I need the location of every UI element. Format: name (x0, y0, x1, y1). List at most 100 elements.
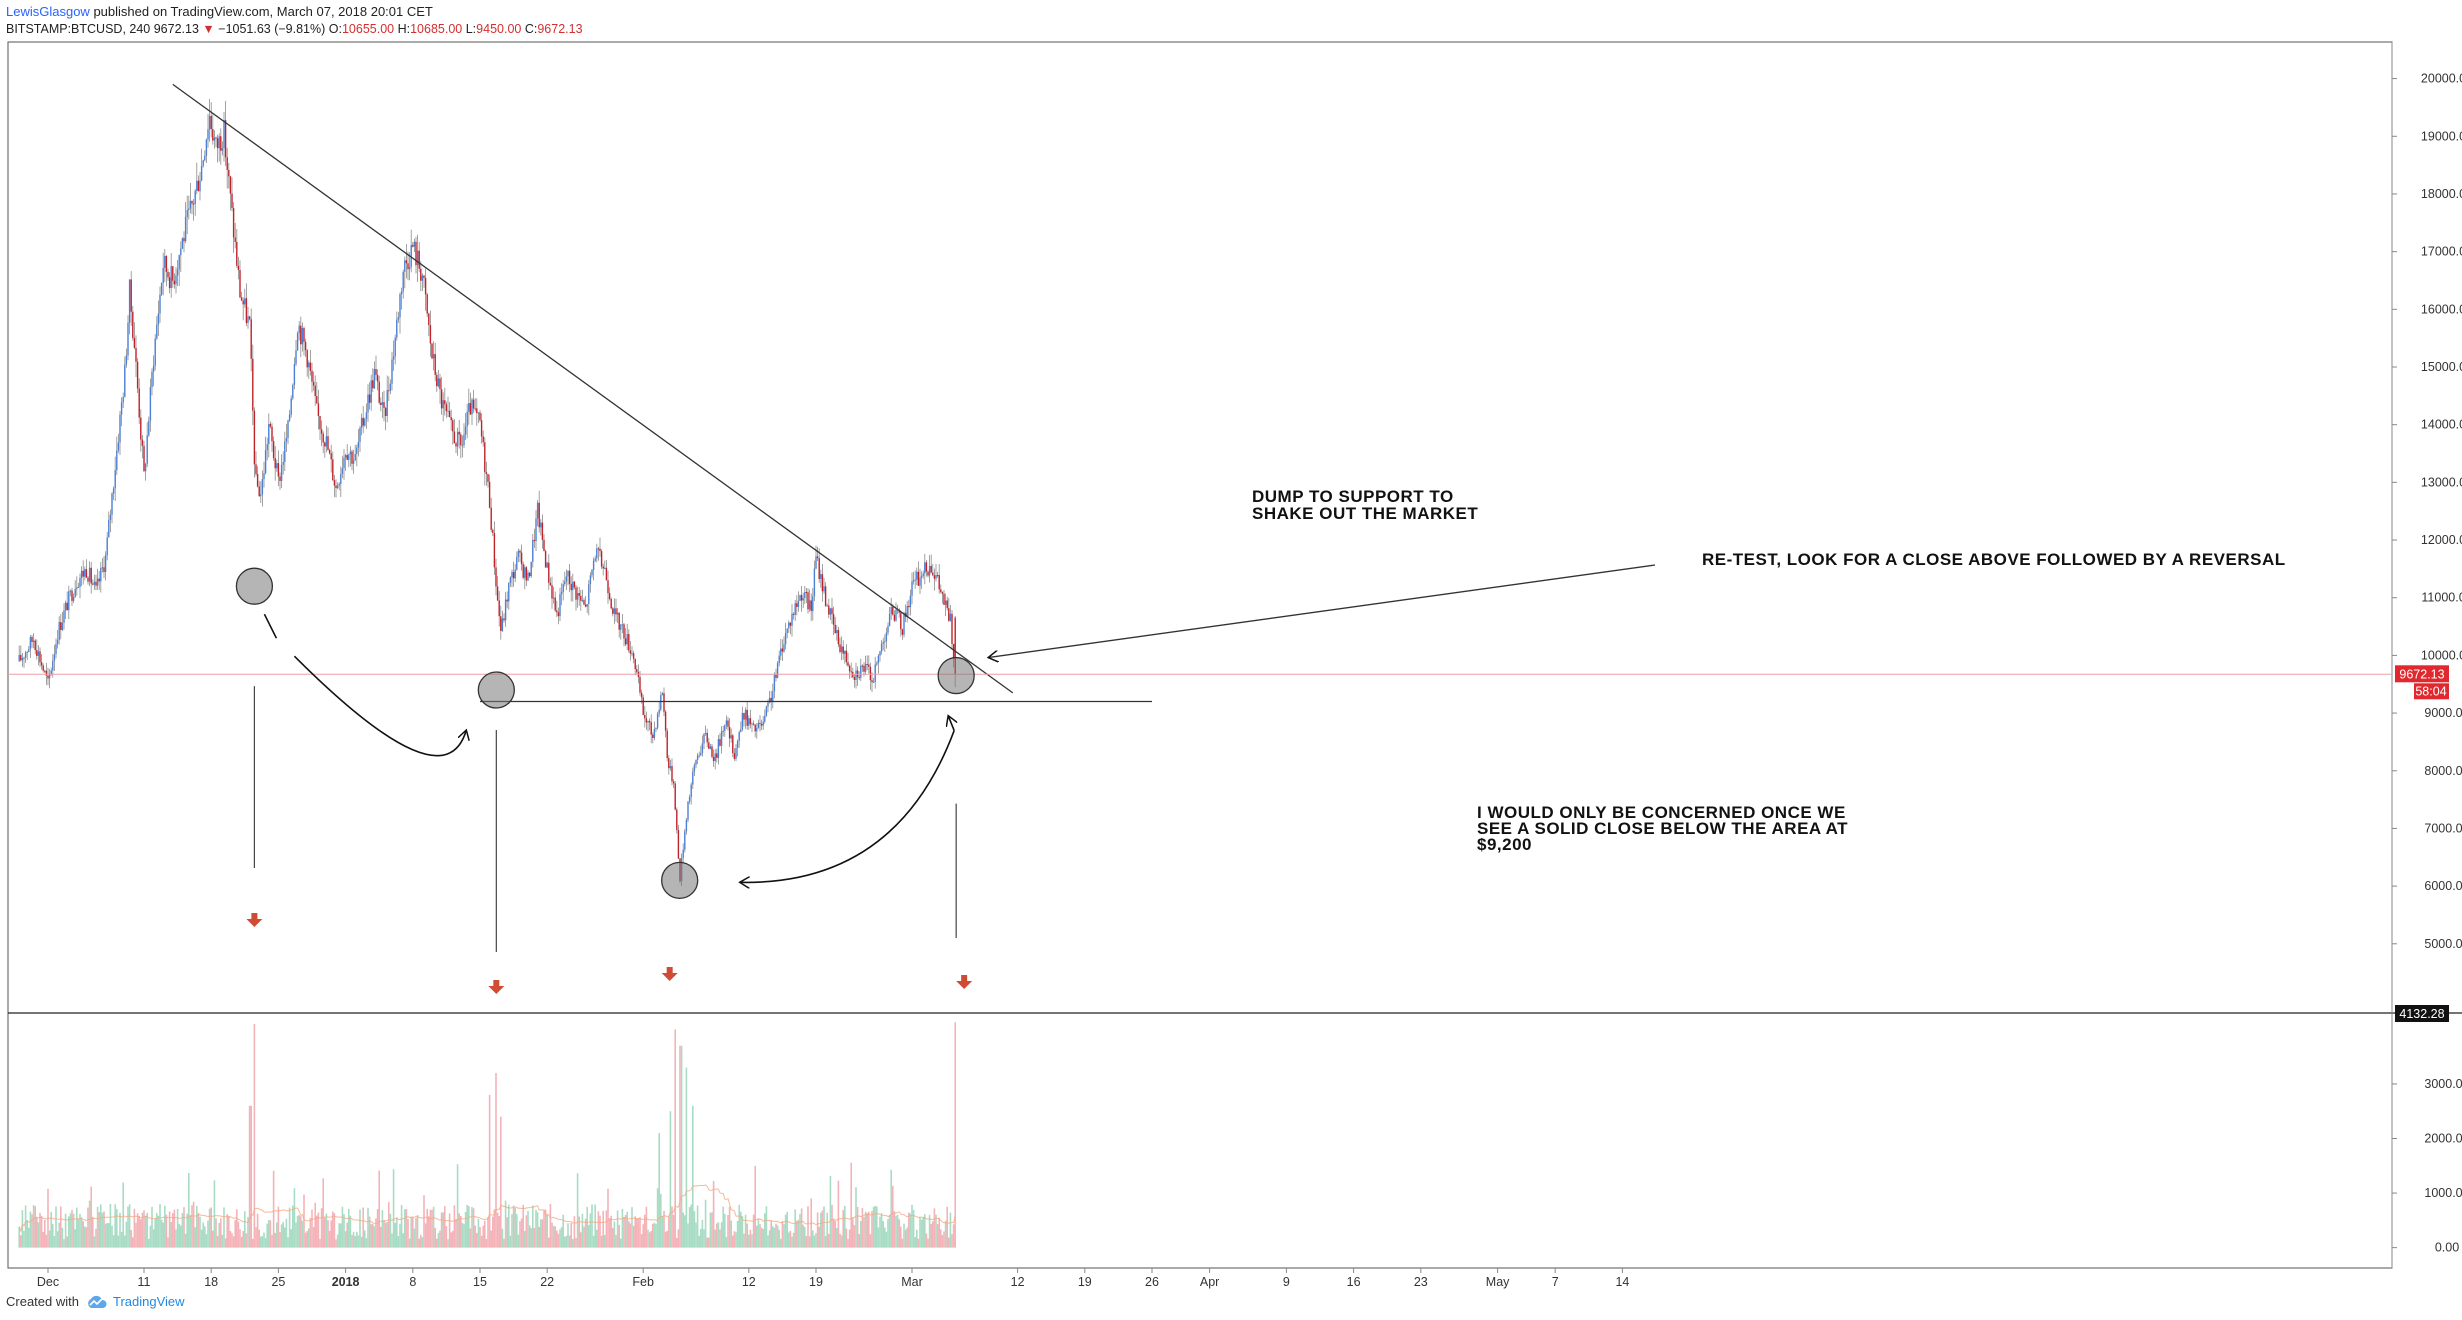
candle-body (285, 438, 288, 442)
volume-bar (626, 1211, 628, 1248)
cloud-icon (88, 1295, 107, 1308)
price-tick-label: 6000.00 (2424, 879, 2462, 893)
author-link[interactable]: LewisGlasgow (6, 4, 90, 19)
volume-bar (352, 1231, 355, 1248)
volume-bar (568, 1235, 571, 1248)
volume-bar (826, 1212, 828, 1248)
candle-body (773, 674, 776, 692)
candle-body (458, 431, 460, 435)
volume-bar (669, 1111, 672, 1248)
volume-bar (544, 1209, 547, 1248)
candle-body (688, 796, 691, 802)
volume-bar (117, 1235, 120, 1248)
volume-bar (748, 1234, 750, 1248)
volume-bar (456, 1164, 459, 1248)
curved-arrow-2-head (948, 716, 954, 731)
candle-body (373, 369, 376, 389)
candle-body (661, 693, 664, 696)
candle-body (565, 576, 568, 582)
volume-bar (597, 1211, 600, 1248)
candle-body (567, 570, 569, 577)
candle-body (716, 753, 718, 758)
volume-bar (794, 1209, 796, 1248)
volume-bar (277, 1206, 280, 1248)
volume-bar (511, 1214, 513, 1248)
volume-bar (85, 1227, 88, 1248)
volume-bar (402, 1233, 404, 1248)
candle-body (60, 622, 62, 630)
volume-bar (391, 1233, 393, 1248)
volume-bar (285, 1218, 288, 1248)
volume-bar (837, 1180, 840, 1248)
candle-body (58, 622, 60, 641)
candle-body (824, 586, 827, 606)
volume-bar (349, 1215, 352, 1248)
candle-body (797, 600, 800, 607)
volume-bar (208, 1208, 211, 1248)
volume-bar (364, 1230, 366, 1248)
volume-bar (690, 1204, 692, 1248)
high-label: H: (397, 22, 411, 36)
volume-bar (156, 1213, 158, 1248)
volume-bar (453, 1205, 456, 1248)
candle-body (759, 722, 761, 725)
price-tick-label: 5000.00 (2424, 937, 2462, 951)
volume-bar (461, 1222, 464, 1248)
highlight-circle (235, 567, 274, 605)
price-change: −1051.63 (−9.81%) (218, 22, 326, 36)
candle-body (415, 241, 417, 266)
candle-body (808, 600, 811, 610)
candle-body (418, 250, 420, 269)
candle-body (613, 608, 616, 614)
volume-bar (482, 1225, 484, 1248)
volume-bar (335, 1239, 337, 1248)
candle-body (386, 390, 388, 416)
candle-body (293, 364, 296, 385)
volume-bar (298, 1215, 300, 1248)
price-tick-label: 15000.00 (2421, 360, 2462, 374)
volume-bar (552, 1225, 555, 1248)
candle-body (117, 442, 120, 451)
candle-body (890, 606, 892, 615)
candle-body (269, 423, 272, 427)
candle-body (570, 584, 572, 591)
volume-bar (394, 1222, 396, 1248)
candle-body (304, 341, 307, 351)
volume-bar (68, 1216, 70, 1248)
volume-bar (90, 1186, 92, 1248)
candle-body (652, 734, 654, 738)
candle-body (264, 450, 267, 474)
volume-bar (922, 1216, 924, 1248)
volume-bar (408, 1238, 411, 1248)
volume-bar (53, 1236, 56, 1248)
candle-body (226, 157, 228, 170)
candle-body (564, 581, 566, 585)
candle-body (180, 248, 182, 256)
volume-bar (580, 1232, 582, 1248)
candle-body (165, 255, 168, 272)
candle-body (616, 612, 619, 615)
tradingview-logo[interactable]: TradingView (85, 1294, 185, 1309)
volume-bar (44, 1219, 46, 1248)
candle-body (877, 655, 880, 664)
volume-bar (821, 1210, 824, 1248)
volume-bar (236, 1209, 238, 1248)
candle-body (831, 608, 833, 615)
candle-body (221, 148, 224, 151)
candle-body (807, 592, 809, 610)
volume-bar (869, 1234, 872, 1248)
volume-bar (503, 1238, 505, 1248)
volume-bar (308, 1228, 310, 1248)
volume-bar (668, 1216, 670, 1248)
volume-bar (375, 1218, 377, 1248)
candle-body (724, 725, 726, 731)
volume-bar (460, 1215, 462, 1248)
volume-bar (751, 1234, 753, 1248)
volume-bar (628, 1221, 630, 1248)
candle-body (192, 203, 195, 205)
candle-body (300, 325, 302, 345)
volume-bar (823, 1206, 825, 1248)
created-with-label: Created with (6, 1294, 79, 1309)
volume-bar (852, 1217, 854, 1248)
